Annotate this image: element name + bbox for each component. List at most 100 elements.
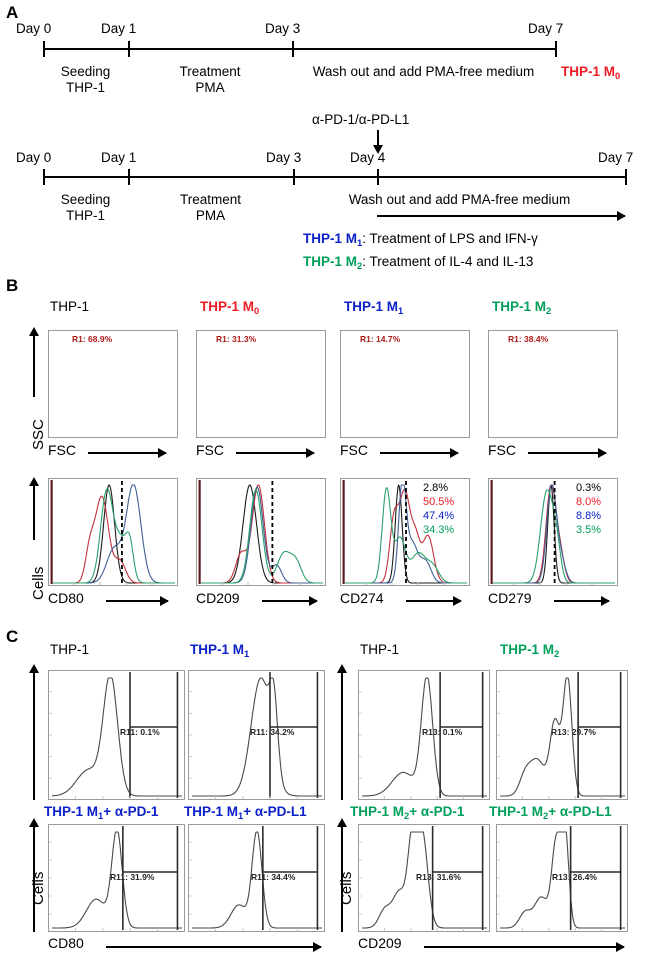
cd279-pct-3: 3.5% (576, 524, 602, 537)
timeline2-caption-1: Treatment PMA (179, 192, 242, 223)
panelc-arrow-cd209 (424, 942, 625, 952)
timeline2-treatment-0-sub: 1 (357, 238, 363, 249)
timeline2-treatment-1: THP-1 M2: Treatment of IL-4 and IL-13 (303, 254, 534, 272)
timeline2-treatment-1-sub: 2 (357, 261, 363, 272)
timeline2-treatment-marker: α-PD-1/α-PD-L1 (312, 112, 410, 127)
timeline2-tick-label-3: Day 4 (350, 150, 386, 165)
timeline2-treatment-0-rest: : Treatment of LPS and IFN-γ (362, 231, 538, 246)
panelc-gate-1: R11: 34.2% (250, 727, 295, 737)
panelb-col-title-2: THP-1 M1 (344, 299, 404, 317)
scatter-plot-thp1[interactable] (48, 330, 178, 438)
timeline1-tick-0 (43, 41, 45, 57)
timeline2-caption-2: Wash out and add PMA-free medium (348, 192, 571, 207)
timeline1-tick-1 (128, 41, 130, 57)
panel-c-letter: C (6, 627, 19, 646)
timeline1-tick-label-1: Day 1 (101, 21, 137, 36)
marker-arrow-cd80 (106, 596, 169, 606)
panelc-gate-0: R11: 0.1% (120, 727, 160, 737)
panelc-title-7: THP-1 M2+ α-PD-L1 (489, 804, 612, 822)
fsc-arrow-1 (236, 448, 315, 458)
timeline2-axis (43, 176, 626, 178)
panelc-marker-cd80: CD80 (48, 935, 84, 951)
fsc-arrow-2 (380, 448, 459, 458)
timeline1-tick-label-0: Day 0 (16, 21, 52, 36)
scatter-plot-m1[interactable] (340, 330, 470, 438)
gate-label-scatter-1: R1: 31.3% (216, 334, 257, 344)
panelc-gate-6: R13: 31.6% (416, 872, 461, 882)
fsc-label-0: FSC (48, 442, 76, 458)
panelb-col-title-0: THP-1 (50, 299, 90, 314)
marker-label-cd279: CD279 (488, 590, 532, 606)
panelc-plot-thp1-cd80[interactable] (48, 670, 185, 800)
ssc-axis-arrow (29, 327, 39, 397)
cells-axis-arrow-c-right-top (337, 664, 347, 800)
panelb-col-title-3: THP-1 M2 (492, 299, 552, 317)
cells-axis-arrow-c-left-top (29, 664, 39, 800)
marker-label-cd274: CD274 (340, 590, 384, 606)
hist-plot-cd209[interactable] (196, 478, 326, 586)
marker-label-cd80: CD80 (48, 590, 84, 606)
fsc-arrow-3 (528, 448, 607, 458)
cd279-pct-1: 8.0% (576, 496, 602, 509)
timeline2-tick-label-2: Day 3 (266, 150, 302, 165)
timeline2-tick-label-0: Day 0 (16, 150, 52, 165)
timeline2-tick-3 (377, 169, 379, 185)
panelc-title-5: THP-1 M2 (500, 642, 560, 660)
timeline1-tick-2 (292, 41, 294, 57)
cells-axis-label-c-right: Cells (338, 871, 355, 905)
panelc-gate-3: R11: 34.4% (251, 872, 296, 882)
gate-label-scatter-0: R1: 68.9% (72, 334, 113, 344)
cells-axis-arrow-b (29, 477, 39, 540)
fsc-arrow-0 (88, 448, 167, 458)
timeline2-tick-0 (43, 169, 45, 185)
timeline1-caption-0: Seeding THP-1 (60, 64, 111, 95)
timeline2-treatment-span-arrow (377, 211, 626, 221)
fsc-label-1: FSC (196, 442, 224, 458)
timeline1-endpoint: THP-1 M0 (561, 64, 621, 82)
timeline2-treatment-1-rest: : Treatment of IL-4 and IL-13 (362, 254, 534, 269)
timeline2-treatment-1-name: THP-1 M (303, 254, 357, 269)
cd274-pct-1: 50.5% (423, 496, 455, 509)
scatter-plot-m0[interactable] (196, 330, 326, 438)
marker-arrow-cd279 (554, 596, 610, 606)
panelb-col-title-1: THP-1 M0 (200, 299, 260, 317)
ssc-axis-label: SSC (30, 419, 47, 450)
cd279-pct-list: 0.3% 8.0% 8.8% 3.5% (576, 481, 601, 537)
panelc-title-3: THP-1 M1+ α-PD-L1 (184, 804, 307, 822)
panel-b-letter: B (6, 276, 19, 295)
timeline2-tick-2 (293, 169, 295, 185)
fsc-label-3: FSC (488, 442, 516, 458)
marker-arrow-cd209 (262, 596, 318, 606)
cells-axis-label-c-left: Cells (30, 871, 47, 905)
panelc-title-2: THP-1 M1+ α-PD-1 (44, 804, 159, 822)
cells-axis-label-b: Cells (30, 566, 47, 600)
panelc-title-0: THP-1 (50, 642, 90, 657)
panelc-marker-cd209: CD209 (358, 935, 402, 951)
timeline1-caption-1: Treatment PMA (179, 64, 241, 95)
scatter-plot-m2[interactable] (488, 330, 618, 438)
cd274-pct-3: 34.3% (423, 524, 455, 537)
panel-a-letter: A (6, 3, 19, 22)
timeline2-tick-label-4: Day 7 (598, 150, 634, 165)
timeline2-treatment-0: THP-1 M1: Treatment of LPS and IFN-γ (303, 231, 538, 249)
timeline1-tick-3 (555, 41, 557, 57)
panelc-gate-2: R11: 31.9% (110, 872, 155, 882)
cd279-pct-0: 0.3% (576, 482, 602, 494)
panelc-gate-7: R13: 26.4% (552, 872, 597, 882)
panelc-title-1: THP-1 M1 (190, 642, 250, 660)
panelc-gate-5: R13: 29.7% (551, 727, 596, 737)
timeline1-tick-label-3: Day 7 (528, 21, 564, 36)
cd274-pct-list: 2.8% 50.5% 47.4% 34.3% (423, 481, 454, 537)
timeline2-treatment-arrow (374, 130, 382, 154)
hist-plot-cd80[interactable] (48, 478, 178, 586)
cd274-pct-2: 47.4% (423, 510, 455, 523)
fsc-label-2: FSC (340, 442, 368, 458)
timeline2-tick-1 (128, 169, 130, 185)
timeline2-tick-4 (625, 169, 627, 185)
timeline2-treatment-0-name: THP-1 M (303, 231, 357, 246)
timeline2-caption-0: Seeding THP-1 (60, 192, 111, 223)
timeline1-caption-2: Wash out and add PMA-free medium (312, 64, 535, 79)
cd274-pct-0: 2.8% (423, 482, 449, 494)
panelc-title-4: THP-1 (360, 642, 400, 657)
timeline1-axis (43, 48, 556, 50)
